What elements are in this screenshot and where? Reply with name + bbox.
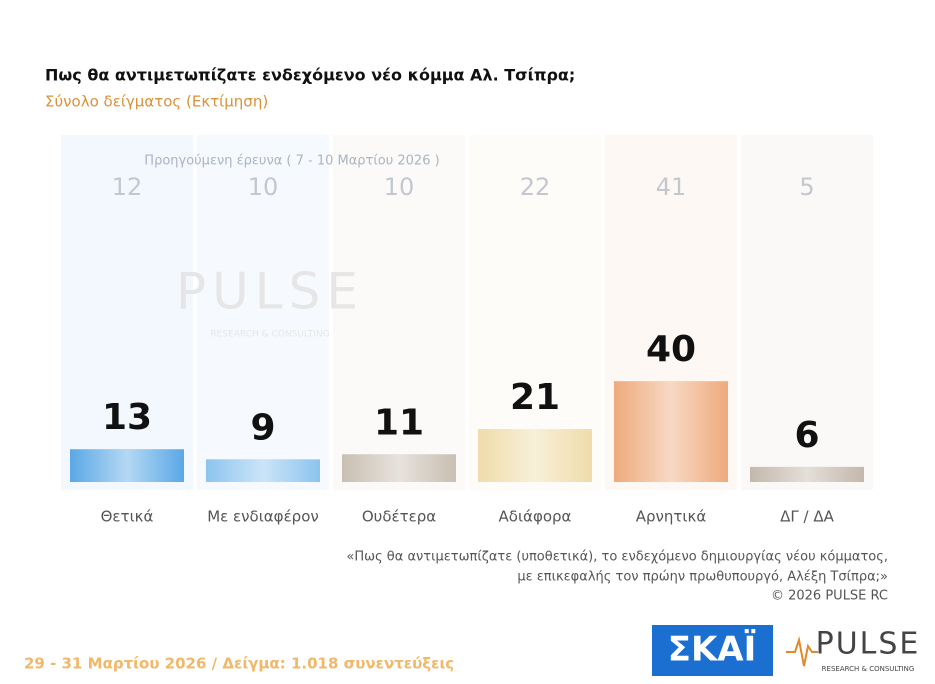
bar-shine xyxy=(342,454,456,482)
x-tick-label: Αρνητικά xyxy=(636,508,707,526)
bar-shine xyxy=(750,466,864,482)
bar-shine xyxy=(206,459,320,482)
previous-value: 10 xyxy=(248,173,279,201)
data-label: 11 xyxy=(374,402,424,443)
data-label: 21 xyxy=(510,377,560,418)
bar-shine xyxy=(478,429,592,482)
x-tick-label: Με ενδιαφέρον xyxy=(207,508,319,526)
pulse-logo-icon xyxy=(786,636,818,667)
previous-value: 22 xyxy=(520,173,551,201)
previous-value: 10 xyxy=(384,173,415,201)
skai-logo-box xyxy=(652,625,773,676)
chart-title: Πως θα αντιμετωπίζατε ενδεχόμενο νέο κόμ… xyxy=(45,66,575,85)
column-background xyxy=(741,135,873,490)
data-label: 9 xyxy=(250,407,275,448)
data-label: 40 xyxy=(646,329,696,370)
note-line: © 2026 PULSE RC xyxy=(771,589,888,604)
bar-shine xyxy=(614,381,728,482)
previous-value: 5 xyxy=(799,173,814,201)
x-tick-label: Αδιάφορα xyxy=(499,508,572,526)
note-line: «Πως θα αντιμετωπίζατε (υποθετικά), το ε… xyxy=(346,550,888,565)
note-line: με επικεφαλής τον πρώην πρωθυπουργό, Αλέ… xyxy=(517,570,888,585)
pulse-tagline: RESEARCH & CONSULTING xyxy=(822,665,915,673)
x-tick-label: ΔΓ / ΔΑ xyxy=(780,508,834,526)
bar-shine xyxy=(70,449,184,482)
x-tick-label: Θετικά xyxy=(101,508,154,526)
footer: 29 - 31 Μαρτίου 2026 / Δείγμα: 1.018 συν… xyxy=(24,655,454,673)
watermark: PULSE xyxy=(176,263,364,321)
pulse-logo: PULSE xyxy=(816,627,921,662)
column-background xyxy=(333,135,465,490)
previous-value: 12 xyxy=(112,173,143,201)
previous-label: Προηγούμενη έρευνα ( 7 - 10 Μαρτίου 2026… xyxy=(144,154,439,169)
column-background xyxy=(197,135,329,490)
watermark-tagline: RESEARCH & CONSULTING xyxy=(210,330,329,340)
chart-subtitle: Σύνολο δείγματος (Εκτίμηση) xyxy=(45,93,268,111)
data-label: 13 xyxy=(102,397,152,438)
x-tick-label: Ουδέτερα xyxy=(362,508,436,526)
data-label: 6 xyxy=(794,415,819,456)
column-background xyxy=(61,135,193,490)
previous-value: 41 xyxy=(656,173,687,201)
skai-logo: ΣΚΑΪ xyxy=(668,629,757,670)
